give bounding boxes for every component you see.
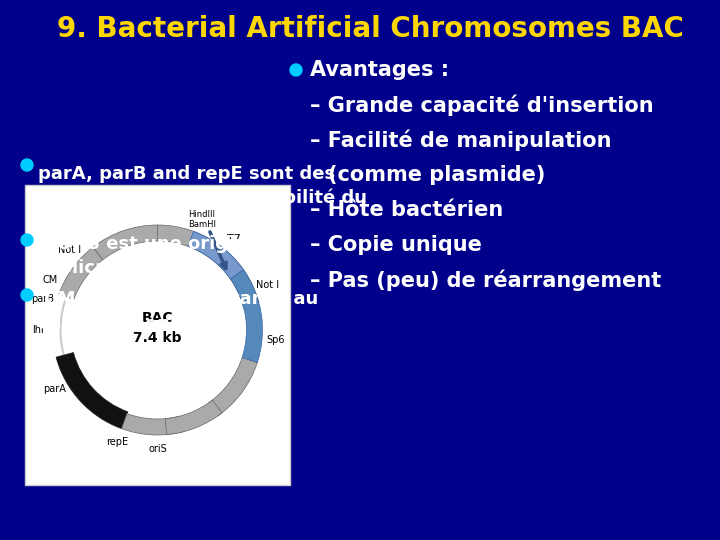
Text: oriS: oriS bbox=[148, 444, 167, 454]
Text: parB: parB bbox=[31, 294, 54, 304]
Wedge shape bbox=[209, 357, 257, 416]
Text: parA: parA bbox=[43, 384, 66, 395]
FancyBboxPatch shape bbox=[25, 185, 290, 485]
Text: 7.4 kb: 7.4 kb bbox=[133, 331, 181, 345]
Text: lhr: lhr bbox=[32, 325, 45, 335]
Wedge shape bbox=[93, 225, 158, 260]
Text: CM : gène de résistance au
chloramphénicol: CM : gène de résistance au chloramphénic… bbox=[38, 290, 318, 333]
Wedge shape bbox=[158, 225, 217, 257]
Text: 9. Bacterial Artificial Chromosomes BAC: 9. Bacterial Artificial Chromosomes BAC bbox=[57, 15, 683, 43]
Text: T7: T7 bbox=[227, 234, 241, 244]
Text: – Copie unique: – Copie unique bbox=[310, 235, 482, 255]
Text: Avantages :: Avantages : bbox=[310, 60, 449, 80]
Circle shape bbox=[21, 289, 33, 301]
Wedge shape bbox=[230, 270, 263, 362]
Text: – Hôte bactérien: – Hôte bactérien bbox=[310, 200, 503, 220]
Text: – Grande capacité d'insertion: – Grande capacité d'insertion bbox=[310, 94, 654, 116]
Wedge shape bbox=[188, 231, 243, 279]
Text: OriS est une origine de
réplication: OriS est une origine de réplication bbox=[38, 235, 290, 278]
Wedge shape bbox=[56, 353, 127, 429]
Text: CM: CM bbox=[42, 275, 58, 285]
Text: repE: repE bbox=[106, 437, 128, 447]
Wedge shape bbox=[209, 244, 259, 307]
Wedge shape bbox=[166, 400, 222, 435]
Circle shape bbox=[21, 159, 33, 171]
Circle shape bbox=[290, 64, 302, 76]
Text: Sp6: Sp6 bbox=[267, 335, 285, 346]
Text: BAC: BAC bbox=[142, 311, 174, 325]
Text: (comme plasmide): (comme plasmide) bbox=[328, 165, 545, 185]
Text: Not I: Not I bbox=[58, 245, 81, 255]
Text: HindIII
BamHI: HindIII BamHI bbox=[188, 210, 216, 230]
Text: – Facilité de manipulation: – Facilité de manipulation bbox=[310, 129, 611, 151]
Text: parA, parB and repE sont des
gènes requis pour la stabilité du
BAC.: parA, parB and repE sont des gènes requi… bbox=[38, 165, 367, 231]
Text: Not I: Not I bbox=[256, 280, 279, 291]
Wedge shape bbox=[59, 247, 103, 300]
Text: – Pas (peu) de réarrangement: – Pas (peu) de réarrangement bbox=[310, 269, 661, 291]
Wedge shape bbox=[122, 414, 184, 435]
Circle shape bbox=[21, 234, 33, 246]
